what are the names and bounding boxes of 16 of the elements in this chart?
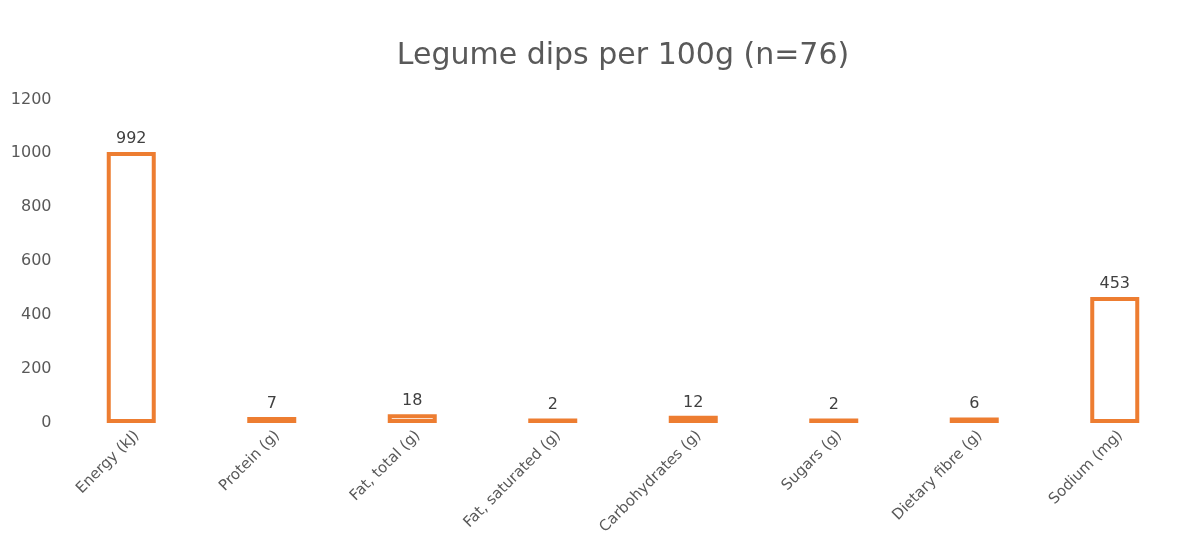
data-label: 2: [547, 394, 558, 414]
data-label: 2: [828, 394, 839, 414]
data-label: 992: [115, 127, 147, 147]
data-label: 12: [683, 391, 704, 411]
data-label: 453: [1099, 273, 1131, 293]
y-tick-label: 400: [20, 303, 52, 323]
y-tick-label: 800: [20, 196, 52, 216]
y-tick-label: 600: [20, 250, 52, 269]
data-label: 18: [402, 390, 423, 410]
data-label: 7: [266, 393, 277, 413]
y-tick-label: 200: [20, 357, 52, 377]
y-tick-label: 1200: [10, 88, 52, 108]
y-tick-label: 1000: [10, 142, 52, 162]
data-label: 6: [969, 393, 980, 413]
chart-title: Legume dips per 100g (n=76): [396, 36, 850, 71]
y-tick-label: 0: [41, 411, 52, 431]
